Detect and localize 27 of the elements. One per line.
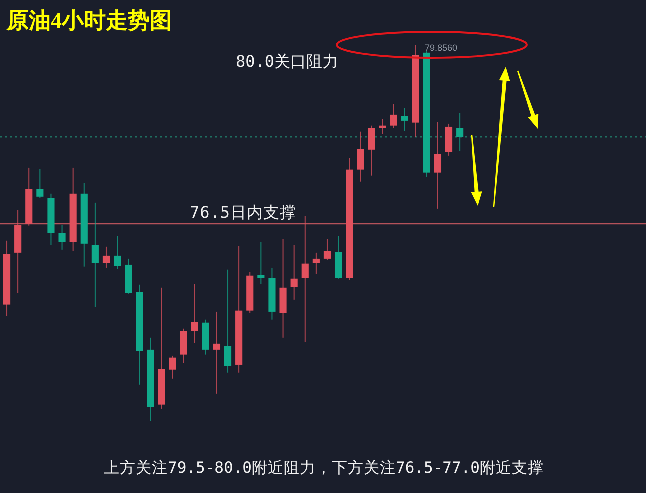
candlestick [302, 216, 309, 343]
chart-title: 原油4小时走势图 [6, 8, 172, 33]
candlestick [434, 122, 442, 210]
candlestick [224, 269, 232, 374]
candlestick [368, 125, 376, 176]
candlestick [390, 104, 398, 129]
candlestick [401, 108, 408, 132]
ref-line-label: 76.5日内支撑 [190, 202, 297, 222]
candlestick [312, 252, 320, 274]
candlestick [114, 236, 122, 270]
candlestick [102, 246, 110, 268]
candlestick [324, 238, 332, 261]
candlestick [180, 328, 188, 364]
candlestick [456, 112, 464, 152]
candlestick [92, 202, 99, 308]
candlestick [290, 244, 298, 300]
candlestick [169, 355, 176, 380]
text: 上方关注79.5-80.0附近阻力，下方关注76.5-77.0附近支撑 [104, 459, 544, 477]
annotation: 79.8560 [425, 43, 458, 53]
candlestick [213, 311, 221, 394]
candlestick [379, 118, 386, 135]
candlestick [191, 284, 198, 344]
candlestick [258, 242, 265, 285]
annotation: 80.0关口阻力 [236, 52, 339, 71]
candlestick [36, 168, 44, 199]
candlestick [58, 224, 66, 250]
candlestick [357, 131, 364, 182]
